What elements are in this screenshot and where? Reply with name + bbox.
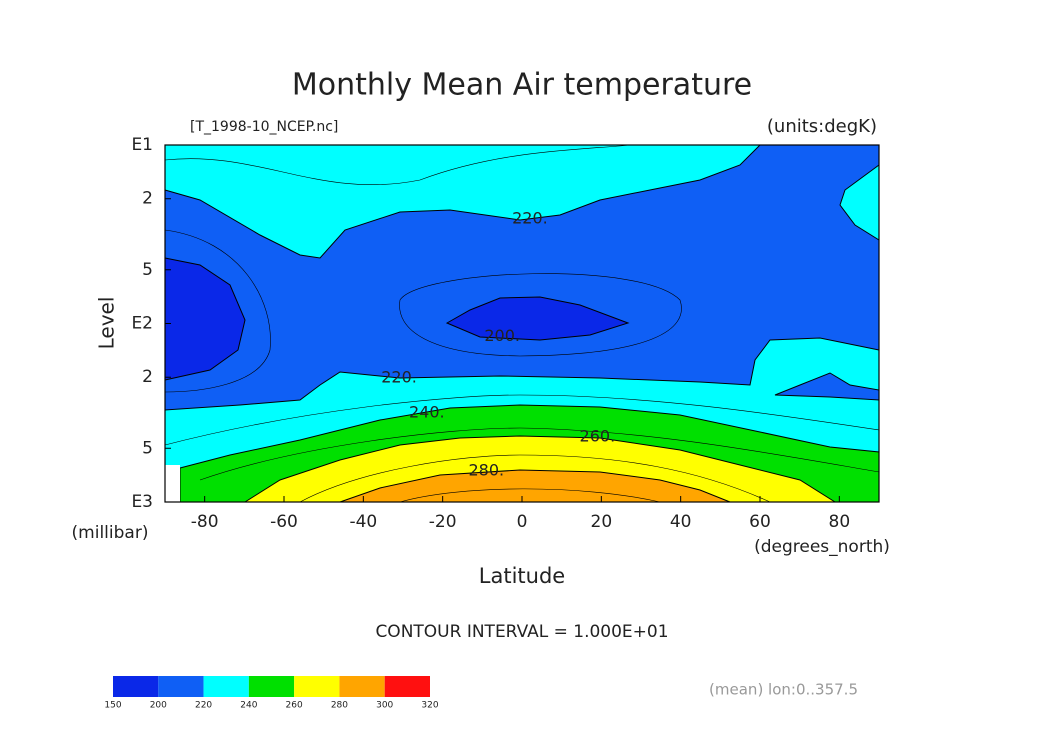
x-tick-label: 20 [591,512,613,532]
x-tick-label: 0 [517,512,528,532]
y-tick-label: E1 [131,135,153,155]
colorbar-swatch [113,676,159,697]
contour-label: 220. [381,368,417,387]
colorbar-label: 300 [376,701,393,711]
file-label: [T_1998-10_NCEP.nc] [190,119,338,135]
missing-data [165,465,180,502]
colorbar-swatch [203,676,249,697]
contour-line [164,229,271,393]
contour-line [399,273,682,357]
colorbar-label: 240 [240,701,257,711]
contour-label: 260. [580,426,616,445]
band-fill [774,372,880,401]
contour-field [164,144,880,503]
mean-note: (mean) lon:0..357.5 [709,681,858,699]
colorbar-label: 280 [331,701,348,711]
colorbar-swatch [294,676,340,697]
x-tick-label: -60 [270,512,298,532]
contour-interval: CONTOUR INTERVAL = 1.000E+01 [375,622,668,642]
contour-label: 280. [468,460,504,479]
y-tick-label: 2 [142,367,153,387]
x-units: (degrees_north) [754,537,890,557]
x-tick-label: 80 [829,512,851,532]
colorbar-swatch [339,676,385,697]
x-tick-label: -80 [191,512,219,532]
chart-title: Monthly Mean Air temperature [292,68,752,103]
contour-label: 240. [409,403,445,422]
colorbar-swatch [384,676,430,697]
y-tick-label: 2 [142,189,153,209]
colorbar-label: 260 [286,701,303,711]
contour-line [299,454,771,503]
x-tick-label: -40 [349,512,377,532]
x-axis-label: Latitude [479,564,565,588]
y-tick-label: E2 [131,314,153,334]
y-units: (millibar) [72,523,149,543]
colorbar-label: 200 [150,701,167,711]
y-tick-label: 5 [142,260,153,280]
contour-line [164,394,880,446]
band-fill [164,257,246,381]
contour-line [199,427,880,481]
y-tick-label: 5 [142,438,153,458]
contour-line [164,144,631,186]
colorbar-swatch [248,676,295,697]
units-label: (units:degK) [767,116,877,137]
colorbar-swatch [158,676,204,697]
y-tick-label: E3 [131,492,153,512]
contour-label: 220. [512,209,548,228]
x-tick-label: 60 [749,512,771,532]
colorbar-label: 220 [195,701,212,711]
colorbar-label: 150 [104,701,121,711]
band-fill [445,296,630,341]
x-tick-label: -20 [429,512,457,532]
y-axis-label: Level [95,297,119,350]
contour-label: 200. [484,326,520,345]
x-tick-label: 40 [670,512,692,532]
colorbar-label: 320 [421,701,438,711]
contour-line [399,488,661,503]
